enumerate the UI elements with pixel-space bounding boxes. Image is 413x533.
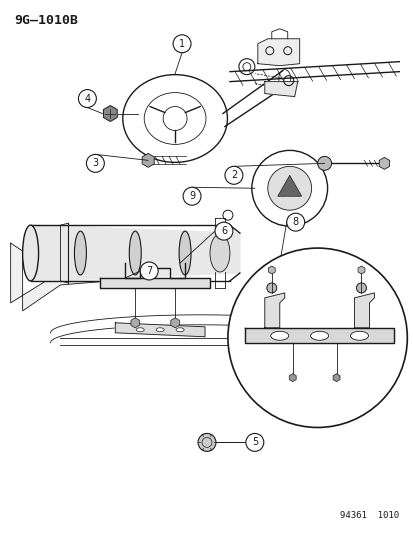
Polygon shape — [357, 266, 364, 274]
Ellipse shape — [350, 332, 368, 340]
Polygon shape — [354, 293, 373, 328]
Circle shape — [245, 433, 263, 451]
Ellipse shape — [270, 332, 288, 340]
Text: 7: 7 — [146, 266, 152, 276]
Ellipse shape — [136, 328, 144, 332]
Polygon shape — [244, 328, 394, 343]
Ellipse shape — [129, 231, 141, 275]
Text: 3: 3 — [92, 158, 98, 168]
Polygon shape — [142, 154, 154, 167]
Polygon shape — [11, 243, 145, 311]
Polygon shape — [264, 82, 297, 96]
Circle shape — [266, 283, 276, 293]
Circle shape — [86, 155, 104, 172]
Text: 1: 1 — [178, 39, 185, 49]
Polygon shape — [332, 374, 339, 382]
Circle shape — [173, 35, 190, 53]
Ellipse shape — [156, 328, 164, 332]
Polygon shape — [268, 266, 275, 274]
Polygon shape — [100, 278, 209, 288]
Circle shape — [267, 166, 311, 210]
Circle shape — [286, 213, 304, 231]
Text: 2: 2 — [230, 171, 237, 180]
Circle shape — [317, 156, 331, 171]
Ellipse shape — [209, 234, 229, 272]
Circle shape — [78, 90, 96, 108]
Polygon shape — [115, 323, 204, 337]
Circle shape — [183, 187, 201, 205]
Circle shape — [140, 262, 158, 280]
Polygon shape — [131, 318, 139, 328]
Ellipse shape — [179, 231, 190, 275]
Circle shape — [224, 166, 242, 184]
Polygon shape — [264, 293, 284, 328]
Circle shape — [356, 283, 366, 293]
Ellipse shape — [23, 225, 38, 281]
Ellipse shape — [176, 328, 184, 332]
Text: 6: 6 — [221, 226, 226, 236]
Text: 5: 5 — [251, 438, 257, 447]
Text: 4: 4 — [84, 94, 90, 103]
Polygon shape — [289, 374, 295, 382]
Text: 9: 9 — [188, 191, 195, 201]
Polygon shape — [31, 225, 239, 281]
Polygon shape — [257, 39, 299, 66]
Polygon shape — [103, 106, 117, 122]
Ellipse shape — [74, 231, 86, 275]
Text: 94361  1010: 94361 1010 — [339, 511, 399, 520]
Polygon shape — [171, 318, 179, 328]
Circle shape — [251, 150, 327, 226]
Text: 8: 8 — [292, 217, 298, 227]
Polygon shape — [277, 175, 301, 196]
Text: 9G—1010B: 9G—1010B — [14, 14, 78, 27]
Polygon shape — [378, 157, 389, 169]
Circle shape — [197, 433, 216, 451]
Ellipse shape — [310, 332, 328, 340]
Circle shape — [228, 248, 406, 427]
Circle shape — [214, 222, 233, 240]
